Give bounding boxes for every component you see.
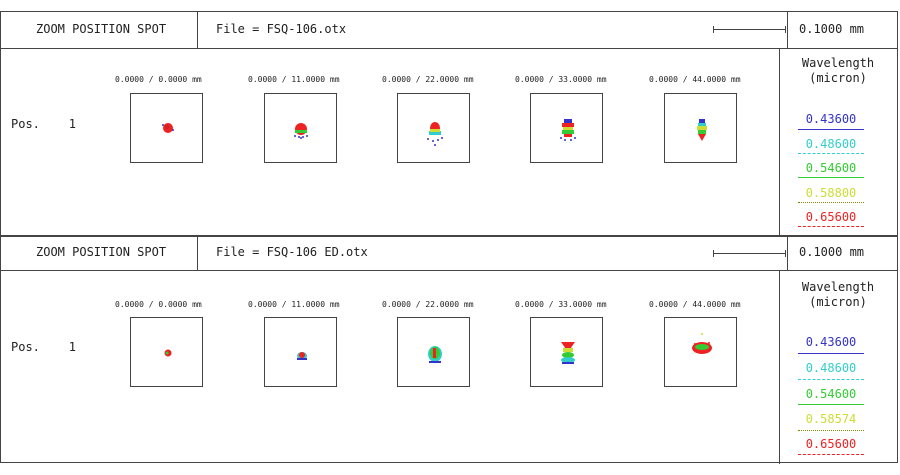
wavelength-legend-title: Wavelength (micron) <box>798 280 878 310</box>
panel-title: ZOOM POSITION SPOT <box>36 22 167 36</box>
field-label: 0.0000 / 11.0000 mm <box>248 300 340 309</box>
spot-diagram-box <box>130 93 203 163</box>
wavelength-value: 0.65600 <box>805 437 857 451</box>
spot-diagram <box>428 346 442 363</box>
scale-label: 0.1000 mm <box>799 22 865 36</box>
wavelength-line <box>798 129 864 130</box>
wavelength-line <box>798 430 864 431</box>
wavelength-legend-title: Wavelength (micron) <box>798 56 878 86</box>
wavelength-line <box>798 226 864 227</box>
field-label: 0.0000 / 44.0000 mm <box>649 300 741 309</box>
header-divider-right <box>787 12 788 48</box>
wavelength-value: 0.58574 <box>805 412 857 426</box>
spot-diagram <box>164 349 172 357</box>
wavelength-line <box>798 404 864 405</box>
wavelength-line <box>798 202 864 203</box>
wavelength-line <box>798 153 864 154</box>
wavelength-value: 0.54600 <box>805 161 857 175</box>
spot-diagram-box <box>264 93 337 163</box>
wavelength-line <box>798 454 864 455</box>
zoom-position-label: Pos. 1 <box>11 340 77 354</box>
wavelength-divider <box>779 48 780 237</box>
field-label: 0.0000 / 44.0000 mm <box>649 75 741 84</box>
wavelength-title: Wavelength <box>801 280 875 294</box>
panel-header: ZOOM POSITION SPOT File = FSQ-106.otx 0.… <box>1 12 897 49</box>
wavelength-value: 0.43600 <box>805 335 857 349</box>
wavelength-value: 0.65600 <box>805 210 857 224</box>
header-divider-right <box>787 237 788 270</box>
spot-diagram-panel-2: ZOOM POSITION SPOT File = FSQ-106 ED.otx… <box>0 236 898 464</box>
scale-bar <box>713 26 786 33</box>
field-label: 0.0000 / 11.0000 mm <box>248 75 340 84</box>
spot-diagram <box>561 342 575 364</box>
scale-bar <box>713 250 786 257</box>
scale-label: 0.1000 mm <box>799 245 865 259</box>
header-divider <box>197 237 198 270</box>
spot-diagram-panel-1: ZOOM POSITION SPOT File = FSQ-106.otx 0.… <box>0 11 898 237</box>
spot-diagram <box>427 122 443 146</box>
wavelength-line <box>798 353 864 354</box>
spot-diagram-box <box>530 93 603 163</box>
wavelength-title: Wavelength <box>801 56 875 70</box>
wavelength-value: 0.48600 <box>805 137 857 151</box>
wavelength-line <box>798 177 864 178</box>
field-label: 0.0000 / 33.0000 mm <box>515 75 607 84</box>
panel-title: ZOOM POSITION SPOT <box>36 245 167 259</box>
wavelength-unit: (micron) <box>809 295 867 309</box>
spot-diagram <box>697 119 707 141</box>
spot-diagram <box>294 123 308 139</box>
wavelength-value: 0.43600 <box>805 112 857 126</box>
wavelength-unit: (micron) <box>809 71 867 85</box>
spot-diagram-box <box>664 93 737 163</box>
wavelength-value: 0.48600 <box>805 361 857 375</box>
wavelength-value: 0.58800 <box>805 186 857 200</box>
spot-diagram <box>560 119 576 141</box>
spot-diagram-box <box>264 317 337 387</box>
field-label: 0.0000 / 33.0000 mm <box>515 300 607 309</box>
file-name: File = FSQ-106 ED.otx <box>216 245 368 259</box>
field-label: 0.0000 / 0.0000 mm <box>115 300 202 309</box>
header-divider <box>197 12 198 48</box>
file-name: File = FSQ-106.otx <box>216 22 347 36</box>
spot-diagram-box <box>530 317 603 387</box>
field-label: 0.0000 / 0.0000 mm <box>115 75 202 84</box>
wavelength-divider <box>779 270 780 464</box>
spot-diagram-box <box>397 93 470 163</box>
spot-diagram <box>162 123 174 133</box>
field-label: 0.0000 / 22.0000 mm <box>382 300 474 309</box>
spot-diagram-box <box>664 317 737 387</box>
zoom-position-label: Pos. 1 <box>11 117 77 131</box>
spot-diagram <box>297 352 307 360</box>
wavelength-value: 0.54600 <box>805 387 857 401</box>
panel-header: ZOOM POSITION SPOT File = FSQ-106 ED.otx… <box>1 237 897 271</box>
wavelength-line <box>798 379 864 380</box>
spot-diagram <box>692 333 712 354</box>
spot-diagram-box <box>130 317 203 387</box>
spot-diagram-box <box>397 317 470 387</box>
field-label: 0.0000 / 22.0000 mm <box>382 75 474 84</box>
